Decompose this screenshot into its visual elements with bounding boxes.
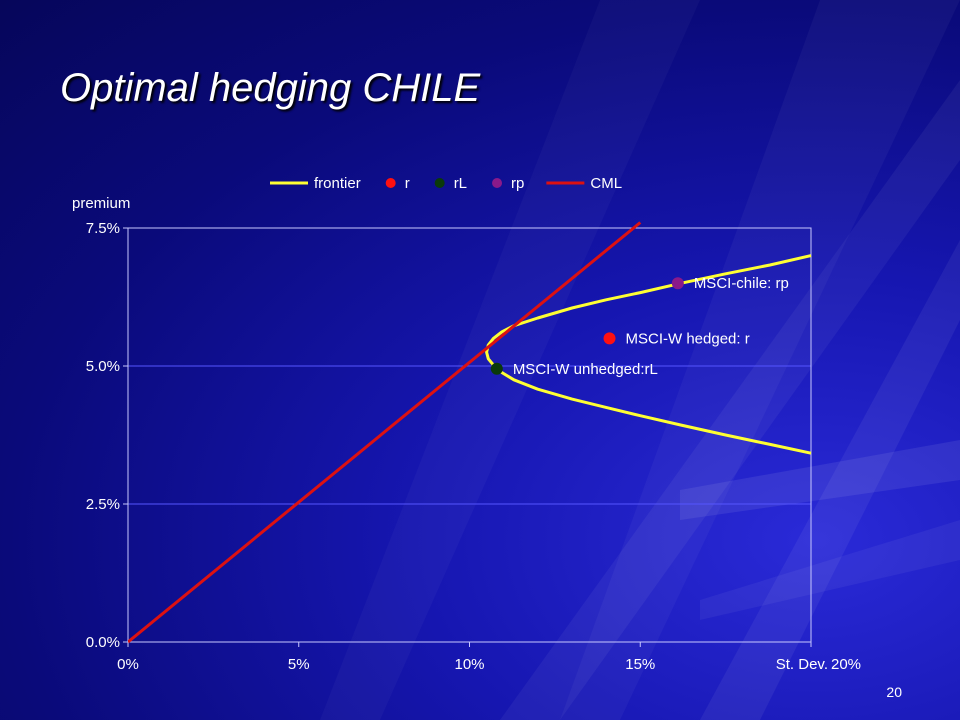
data-point-r: [603, 332, 616, 345]
x-tick-label: 20%: [831, 656, 861, 673]
y-tick-label: 7.5%: [86, 220, 120, 237]
data-point-rL: [490, 362, 503, 375]
point-annotation-r: MSCI-W hedged: r: [626, 330, 750, 347]
legend-label-rp: rp: [511, 175, 524, 192]
legend-label-frontier: frontier: [314, 175, 361, 192]
data-point-rp: [671, 277, 684, 290]
legend-label-rl: rL: [454, 175, 467, 192]
legend-swatch-rp: [492, 178, 503, 188]
series-line-cml: [128, 221, 642, 644]
series-line-frontier: [485, 254, 812, 455]
y-tick-label: 0.0%: [86, 634, 120, 651]
x-axis-label: St. Dev.: [776, 656, 828, 673]
legend-swatch-r: [385, 178, 396, 188]
x-tick-label: 10%: [454, 656, 484, 673]
legend-swatch-rL: [434, 178, 445, 188]
y-tick-label: 2.5%: [86, 496, 120, 513]
x-tick-label: 5%: [288, 656, 310, 673]
x-tick-label: 0%: [117, 656, 139, 673]
legend-label-cml: CML: [590, 175, 622, 192]
point-annotation-rp: MSCI-chile: rp: [694, 275, 789, 292]
y-tick-label: 5.0%: [86, 358, 120, 375]
legend-label-r: r: [405, 175, 410, 192]
point-annotation-rL: MSCI-W unhedged:rL: [513, 361, 658, 378]
y-axis-label: premium: [72, 195, 130, 212]
x-tick-label: 15%: [625, 656, 655, 673]
page-number: 20: [886, 684, 902, 700]
slide-title: Optimal hedging CHILE: [60, 66, 481, 110]
